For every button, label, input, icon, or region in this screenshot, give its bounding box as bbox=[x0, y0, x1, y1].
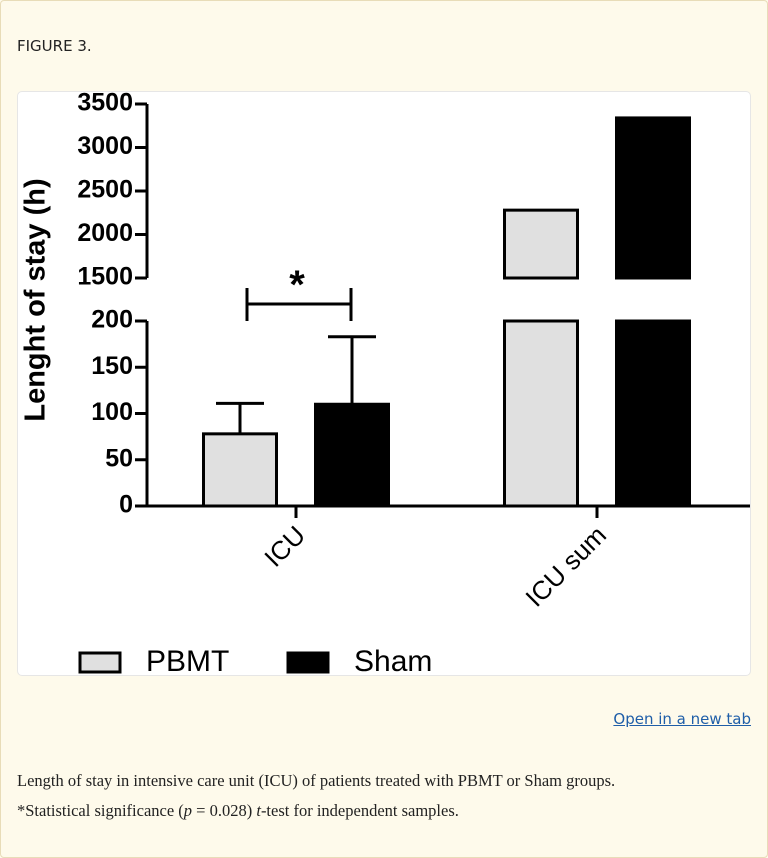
legend-swatch bbox=[286, 651, 330, 674]
y-tick-label: 3000 bbox=[77, 132, 133, 160]
y-tick-label: 2000 bbox=[77, 219, 133, 247]
y-axis-title: Lenght of stay (h) bbox=[20, 178, 52, 421]
bar-upper bbox=[503, 208, 579, 280]
bar bbox=[202, 432, 278, 508]
significance-label: * bbox=[289, 263, 305, 307]
caption-text: *Statistical significance ( bbox=[17, 801, 184, 820]
bar bbox=[314, 402, 390, 508]
y-tick-label: 2500 bbox=[77, 176, 133, 204]
y-tick-label: 1500 bbox=[77, 263, 133, 291]
legend-swatch bbox=[78, 651, 122, 674]
y-tick-label: 150 bbox=[91, 352, 133, 380]
open-link[interactable]: Open in a new tab bbox=[613, 710, 751, 728]
figure-title: FIGURE 3. bbox=[17, 37, 92, 55]
y-tick-label: 50 bbox=[105, 444, 133, 472]
caption-line: *Statistical significance (p = 0.028) t-… bbox=[17, 801, 459, 821]
caption-text: p bbox=[183, 801, 193, 820]
y-tick-label: 3500 bbox=[77, 91, 133, 117]
legend-label: Sham bbox=[354, 645, 432, 676]
caption-text: t bbox=[256, 801, 261, 820]
bar-lower bbox=[615, 319, 691, 508]
chart: Lenght of stay (h) 0 50 100 150 200 1500 2000 2… bbox=[20, 91, 750, 676]
y-tick-label: 0 bbox=[119, 491, 133, 519]
y-tick-label: 200 bbox=[91, 306, 133, 334]
x-tick-label: ICU sum bbox=[519, 520, 612, 613]
bar-upper bbox=[615, 116, 691, 280]
x-tick-label: ICU bbox=[258, 520, 311, 573]
significance-bracket bbox=[245, 288, 353, 321]
bar-lower bbox=[503, 319, 579, 508]
caption-text: = 0.028) bbox=[192, 801, 257, 820]
legend-label: PBMT bbox=[146, 645, 229, 676]
caption-line: Length of stay in intensive care unit (I… bbox=[17, 771, 616, 790]
y-tick-label: 100 bbox=[91, 398, 133, 426]
caption-text: -test for independent samples. bbox=[260, 801, 459, 820]
